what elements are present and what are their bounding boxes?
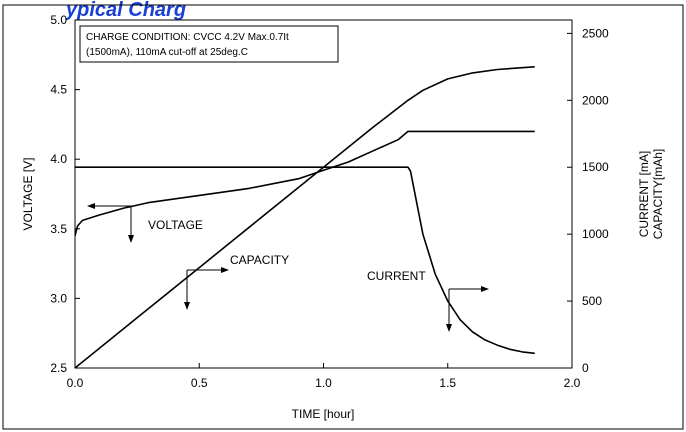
chart-outer-frame: [2, 4, 684, 430]
voltage-arrow-head-left: [87, 203, 95, 209]
voltage-arrow-head-down: [128, 235, 134, 243]
y-right-tick-label: 0: [582, 361, 589, 375]
x-tick-label: 0.5: [191, 376, 208, 390]
voltage-annotation: VOLTAGE: [87, 203, 203, 243]
capacity-arrow-head-down: [184, 302, 190, 310]
y-right-tick-label: 2500: [582, 26, 609, 40]
charge-condition-line-2: (1500mA), 110mA cut-off at 25deg.C: [86, 47, 248, 58]
x-axis-label: TIME [hour]: [292, 407, 355, 421]
y-left-axis-label: VOLTAGE [V]: [21, 158, 35, 231]
y-right-tick-label: 500: [582, 294, 602, 308]
y-right-tick-label: 1000: [582, 227, 609, 241]
x-tick-label: 1.0: [315, 376, 332, 390]
y-right-axis-label-current: CURRENT [mA]: [637, 151, 651, 237]
ticks-layer: 0.0 0.5 1.0 1.5 2.0 2.5 3.0 3.5 4.0 4.5 5.0 0 500 100…: [50, 13, 609, 390]
charge-condition-line-1: CHARGE CONDITION: CVCC 4.2V Max.0.7It: [86, 32, 289, 43]
voltage-annotation-label: VOLTAGE: [148, 218, 203, 232]
y-right-axis-label-capacity: CAPACITY[mAh]: [651, 149, 665, 239]
capacity-annotation-label: CAPACITY: [230, 253, 289, 267]
y-left-tick-label: 4.5: [50, 83, 67, 97]
current-annotation-label: CURRENT: [367, 269, 426, 283]
plot-area: [74, 19, 573, 369]
y-right-tick-label: 2000: [582, 93, 609, 107]
chart-heading-fragment: ypical Charg: [65, 0, 186, 21]
current-annotation: CURRENT: [367, 269, 489, 332]
y-left-tick-label: 5.0: [50, 13, 67, 27]
current-arrow-head-down: [446, 324, 452, 332]
series-line-capacity: [74, 66, 535, 369]
y-left-tick-label: 4.0: [50, 152, 67, 166]
series-line-current: [75, 166, 535, 355]
x-tick-label: 0.0: [67, 376, 84, 390]
x-tick-label: 1.5: [439, 376, 456, 390]
series-line-voltage: [74, 130, 535, 236]
capacity-arrow-head-right: [221, 267, 229, 273]
series-layer: [74, 66, 535, 369]
charge-condition-box: [79, 25, 339, 63]
y-right-tick-label: 1500: [582, 160, 609, 174]
x-tick-label: 2.0: [564, 376, 581, 390]
y-left-tick-label: 3.0: [50, 291, 67, 305]
y-left-tick-label: 2.5: [50, 361, 67, 375]
capacity-annotation: CAPACITY: [184, 253, 289, 310]
y-left-tick-label: 3.5: [50, 222, 67, 236]
current-arrow-head-right: [481, 286, 489, 292]
